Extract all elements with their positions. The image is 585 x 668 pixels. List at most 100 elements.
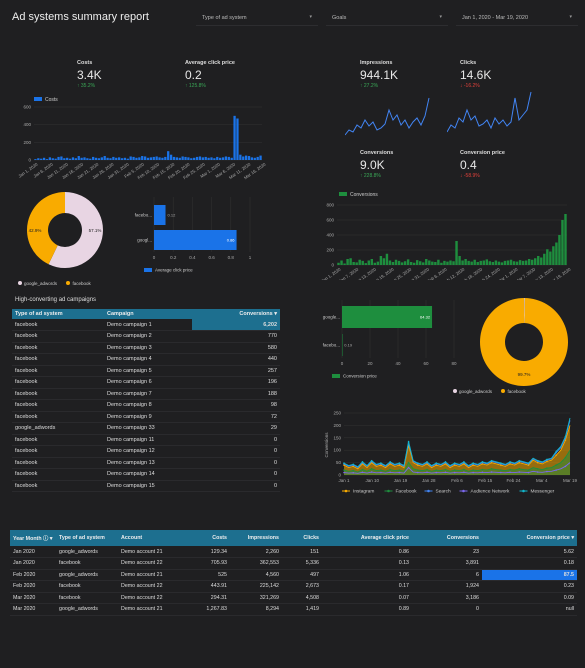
table-cell: facebook (12, 411, 104, 423)
conversions-bar (555, 242, 558, 265)
table-row: facebook Demo campaign 2 770 (12, 330, 280, 343)
conversions-bar (494, 260, 498, 265)
x-tick-label: 0 (341, 361, 344, 366)
column-header[interactable]: Campaign (104, 309, 192, 319)
costs-bar (224, 156, 228, 160)
costs-bar (149, 157, 153, 160)
series-point (380, 469, 382, 471)
table-cell: Demo account 22 (118, 557, 188, 570)
series-point (472, 471, 474, 474)
costs-bar (83, 157, 86, 160)
costs-bar (143, 156, 147, 160)
column-header[interactable]: Conversions (412, 530, 482, 546)
table-cell: 72 (192, 411, 280, 423)
table-cell: facebook (56, 592, 118, 604)
clicks-sparkline (447, 91, 532, 133)
filter-goals[interactable]: Goals ▾ (326, 10, 448, 26)
table-cell: 1,419 (282, 603, 322, 616)
series-point (536, 461, 539, 464)
column-header[interactable]: Type of ad system (12, 309, 104, 319)
costs-bar (92, 156, 95, 160)
series-point (416, 464, 419, 466)
costs-bar (63, 158, 66, 160)
costs-bar (103, 156, 106, 160)
filter-goals-label: Goals (332, 15, 347, 21)
column-header[interactable]: Type of ad system (56, 530, 118, 546)
costs-bar (233, 115, 236, 160)
table-cell: google_adwords (56, 569, 118, 581)
kpi-impressions: Impressions 944.1K ↑ 27.2% (360, 60, 398, 89)
kpi-clicks: Clicks 14.6K ↓ -16.2% (460, 60, 491, 89)
series-point (509, 471, 511, 474)
costs-bar (71, 157, 75, 160)
table-row: Jan 2020 facebook Demo account 22 705.93 362… (10, 557, 577, 570)
table-row: Jan 2020 google_adwords Demo account 21 129… (10, 546, 577, 558)
table-row: facebook Demo campaign 12 0 (12, 445, 280, 458)
date-range-picker[interactable]: Jan 1, 2020 - Mar 19, 2020 ▾ (456, 10, 578, 26)
costs-bar (213, 158, 216, 160)
series-point (416, 471, 419, 474)
table-cell: facebook (12, 342, 104, 354)
table-cell: 0.89 (322, 603, 412, 616)
series-point (361, 468, 364, 471)
table-cell: Demo account 21 (118, 546, 188, 558)
legend-marker (427, 489, 430, 493)
x-tick-label: Mar 19 (563, 478, 577, 483)
series-point (509, 468, 511, 471)
y-tick-label: 200 (333, 423, 341, 428)
costs-bar (109, 158, 112, 160)
conversions-bar (461, 260, 464, 265)
series-point (426, 461, 428, 463)
conversions-bar (431, 261, 434, 265)
series-point (463, 468, 465, 471)
series-point (453, 469, 456, 471)
conversions-bar (367, 260, 370, 265)
table-row: Mar 2020 google_adwords Demo account 21 1,2… (10, 603, 577, 616)
legend-marker (522, 489, 525, 493)
conversions-bar (515, 261, 519, 265)
table-cell: 294.31 (188, 592, 230, 604)
legend-label: Messenger (531, 489, 555, 495)
series-point (500, 469, 502, 471)
column-header[interactable]: Year Month ⓘ ▾ (10, 530, 56, 546)
table-cell: 188 (192, 388, 280, 400)
slice-label: 99.7% (518, 372, 531, 377)
column-header[interactable]: Average click price (322, 530, 412, 546)
y-tick-label: 0 (331, 263, 334, 268)
column-header[interactable]: Costs (188, 530, 230, 546)
table-cell: 0.18 (482, 557, 577, 570)
category-label: googl... (137, 238, 152, 243)
series-point (481, 468, 484, 471)
conversions-bar (406, 259, 410, 265)
series-point (380, 462, 382, 464)
column-header[interactable]: Clicks (282, 530, 322, 546)
series-point (527, 469, 530, 471)
costs-bar (204, 156, 207, 160)
series-point (352, 463, 355, 466)
kpi-impressions-label: Impressions (360, 60, 393, 66)
series-point (370, 459, 373, 462)
series-point (564, 439, 567, 442)
data-label: 0.12 (168, 213, 177, 218)
table-cell: Feb 2020 (10, 569, 56, 581)
table-row: facebook Demo campaign 14 0 (12, 468, 280, 481)
filter-ad-system[interactable]: Type of ad system ▾ (196, 10, 318, 26)
series-point (555, 454, 557, 456)
series-point (472, 462, 474, 464)
table-cell: 5.62 (482, 546, 577, 558)
conversions-sparkline (345, 180, 431, 190)
conversions-bar (403, 261, 407, 265)
legend-costs: Costs (45, 97, 58, 103)
column-header[interactable]: Impressions (230, 530, 282, 546)
impressions-sparkline (345, 97, 430, 136)
x-tick-label: Mar 4 (536, 478, 548, 483)
conversions-bar (479, 260, 482, 265)
series-point (555, 469, 557, 471)
legend-dot (66, 281, 71, 285)
category-label: facebo... (135, 213, 152, 218)
column-header[interactable]: Account (118, 530, 188, 546)
table-row: facebook Demo campaign 1 6,202 (12, 319, 280, 331)
column-header[interactable]: Conversion price ▾ (482, 530, 577, 546)
column-header[interactable]: Conversions ▾ (192, 309, 280, 319)
